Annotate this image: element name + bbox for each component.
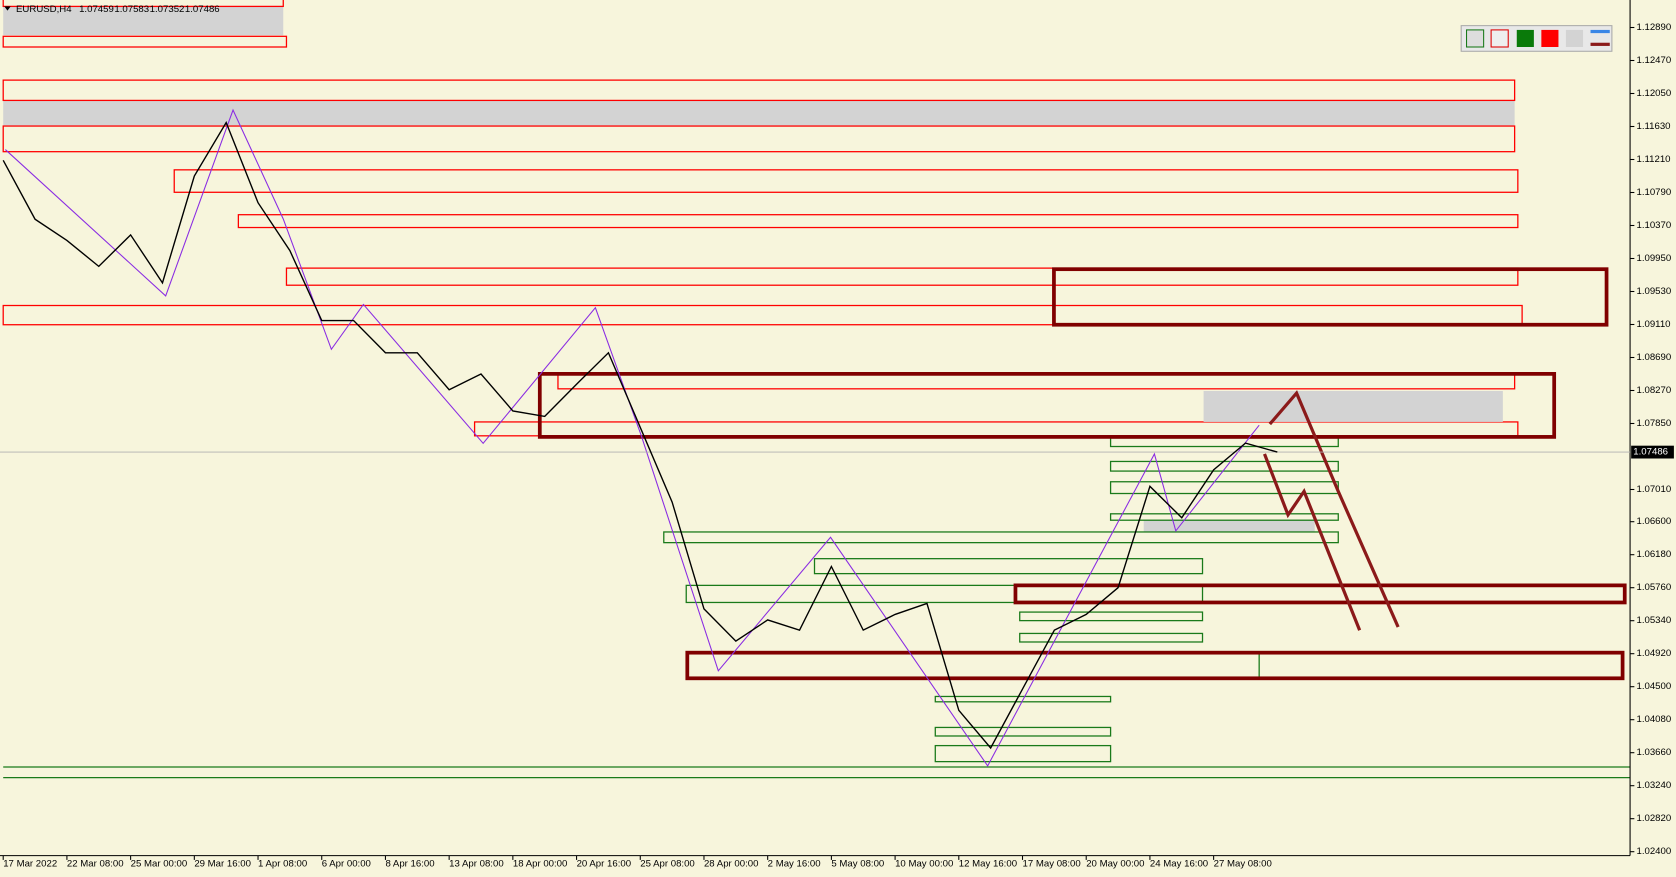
- y-tick-label: 1.03660: [1636, 747, 1671, 758]
- red-zone: [2, 79, 1516, 102]
- low: 1.07352: [150, 4, 185, 15]
- x-tick-label: 12 May 16:00: [959, 859, 1017, 870]
- red-zone: [2, 304, 1523, 326]
- y-tick-label: 1.02820: [1636, 813, 1671, 824]
- y-tick-label: 1.09110: [1636, 319, 1670, 330]
- zones: [2, 0, 1631, 779]
- y-tick-label: 1.07850: [1636, 418, 1671, 429]
- key-zone: [685, 650, 1625, 681]
- toolbar-box: [1460, 25, 1613, 52]
- red-zone: [2, 35, 288, 48]
- y-tick-label: 1.05760: [1636, 582, 1671, 593]
- green-zone: [663, 531, 1339, 544]
- green-zone: [1109, 513, 1339, 521]
- x-tick-label: 25 Apr 08:00: [640, 859, 695, 870]
- y-tick-label: 1.06180: [1636, 549, 1671, 560]
- y-tick-label: 1.03240: [1636, 780, 1671, 791]
- gray-zone: [1203, 390, 1503, 422]
- toolbar: [1460, 25, 1613, 52]
- menu-arrow[interactable]: [4, 6, 11, 11]
- tool-icon[interactable]: [1590, 29, 1610, 34]
- x-tick-label: 22 Mar 08:00: [67, 859, 124, 870]
- x-tick-label: 10 May 00:00: [895, 859, 953, 870]
- key-zone: [1013, 583, 1627, 605]
- symbol: EURUSD,H4: [16, 4, 72, 15]
- red-zone: [285, 267, 1519, 286]
- y-tick-label: 1.08270: [1636, 385, 1671, 396]
- y-tick-label: 1.12890: [1636, 22, 1671, 33]
- tool-icon[interactable]: [1590, 42, 1610, 46]
- x-tick-label: 8 Apr 16:00: [385, 859, 434, 870]
- y-tick-label: 1.02400: [1636, 846, 1671, 857]
- x-tick-label: 20 Apr 16:00: [577, 859, 632, 870]
- tool-icon[interactable]: [1465, 29, 1485, 48]
- y-tick-label: 1.04500: [1636, 681, 1671, 692]
- gray-zone: [3, 6, 284, 36]
- x-tick-label: 29 Mar 16:00: [194, 859, 251, 870]
- x-tick-label: 17 Mar 2022: [3, 859, 57, 870]
- x-tick-label: 6 Apr 00:00: [322, 859, 371, 870]
- tool-icon[interactable]: [1516, 29, 1534, 48]
- x-tick-label: 1 Apr 08:00: [258, 859, 307, 870]
- y-tick-label: 1.04080: [1636, 714, 1671, 725]
- high: 1.07583: [114, 4, 149, 15]
- x-tick-label: 13 Apr 08:00: [449, 859, 504, 870]
- x-tick-label: 25 Mar 00:00: [131, 859, 188, 870]
- gray-zone: [1143, 520, 1315, 532]
- x-tick-label: 5 May 08:00: [831, 859, 884, 870]
- close: 1.07486: [185, 4, 220, 15]
- y-tick-label: 1.10370: [1636, 220, 1671, 231]
- last-price-box: [1631, 445, 1674, 459]
- y-tick-label: 1.05340: [1636, 615, 1671, 626]
- x-tick-label: 18 Apr 00:00: [513, 859, 568, 870]
- zigzag: [4, 108, 1260, 767]
- y-tick-label: 1.09950: [1636, 253, 1671, 264]
- green-zone: [1019, 632, 1204, 643]
- y-tick-label: 1.10790: [1636, 187, 1671, 198]
- green-zone: [934, 744, 1112, 763]
- y-tick-label: 1.04920: [1636, 648, 1671, 659]
- y-tick-label: 1.11630: [1636, 121, 1670, 132]
- y-tick-label: 1.09530: [1636, 286, 1671, 297]
- y-tick-label: 1.07010: [1636, 484, 1671, 495]
- red-zone: [173, 169, 1519, 193]
- red-zone: [237, 214, 1519, 229]
- green-zone: [934, 726, 1112, 737]
- y-tick-label: 1.06600: [1636, 516, 1671, 527]
- y-tick-label: 1.08690: [1636, 352, 1671, 363]
- projection-arrow: [1268, 390, 1400, 628]
- x-tick-label: 20 May 00:00: [1086, 859, 1144, 870]
- red-zone: [2, 0, 284, 8]
- green-zone: [813, 558, 1204, 575]
- price-line: [2, 121, 1278, 750]
- x-tick-label: 24 May 16:00: [1150, 859, 1208, 870]
- green-zone: [685, 584, 1204, 604]
- x-tick-label: 17 May 08:00: [1023, 859, 1081, 870]
- x-tick-label: 27 May 08:00: [1214, 859, 1272, 870]
- y-tick-label: 1.11210: [1636, 154, 1670, 165]
- green-zone: [1019, 611, 1204, 622]
- key-zone: [537, 372, 1557, 439]
- gray-zone: [3, 100, 1515, 127]
- key-zone: [1052, 267, 1609, 327]
- tool-icon[interactable]: [1541, 29, 1559, 48]
- last-price-label: 1.07486: [1633, 447, 1668, 458]
- red-zone: [2, 125, 1516, 153]
- y-tick-label: 1.12470: [1636, 55, 1671, 66]
- x-tick-label: 28 Apr 00:00: [704, 859, 759, 870]
- tool-icon[interactable]: [1490, 29, 1509, 48]
- green-zone: [934, 695, 1112, 703]
- tool-icon[interactable]: [1565, 29, 1584, 48]
- open: 1.07459: [79, 4, 114, 15]
- x-tick-label: 2 May 16:00: [768, 859, 821, 870]
- y-tick-label: 1.12050: [1636, 88, 1671, 99]
- projection-arrow: [1263, 453, 1362, 631]
